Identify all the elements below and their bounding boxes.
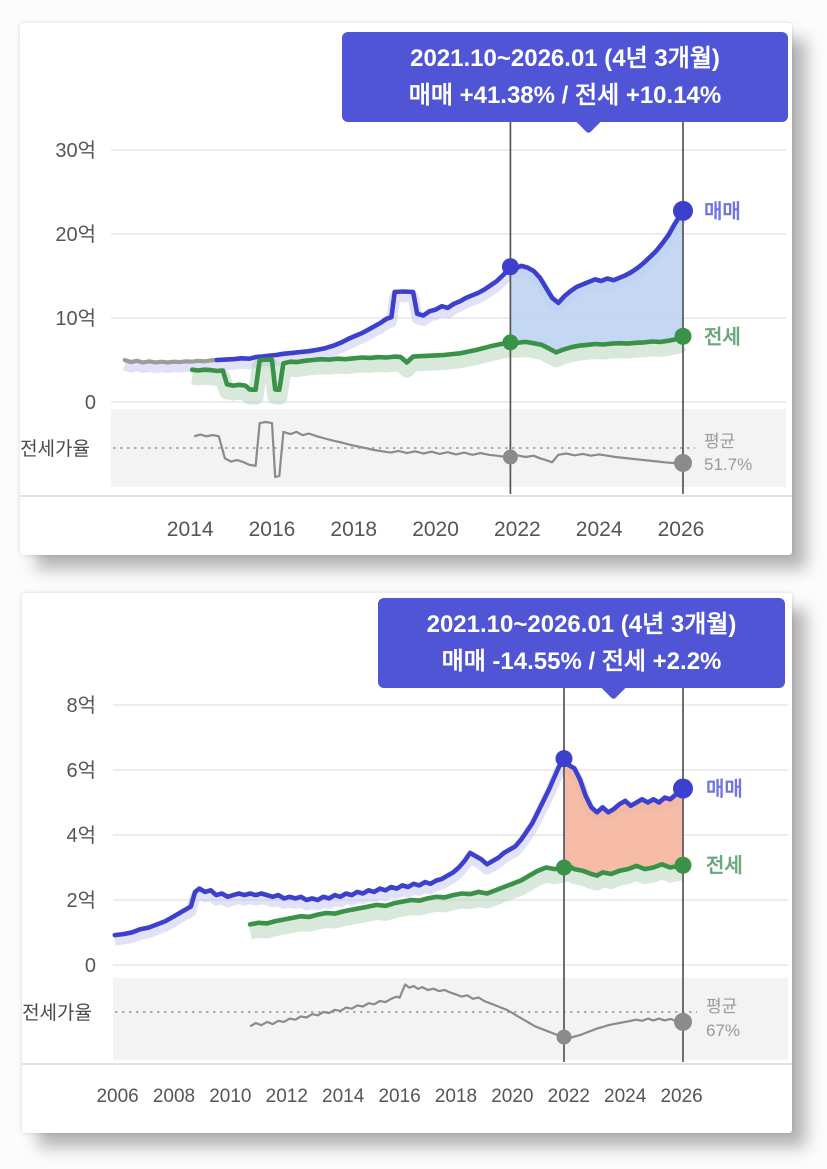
jeonse-series-label: 전세 xyxy=(706,854,743,877)
y-tick-label: 10억 xyxy=(55,307,96,330)
ratio-marker-start xyxy=(502,449,518,465)
y-tick-label: 0 xyxy=(85,955,96,977)
x-tick-label: 2010 xyxy=(209,1086,251,1107)
ratio-line xyxy=(193,420,683,479)
y-tick-label: 30억 xyxy=(55,139,96,162)
sale-marker-start xyxy=(501,258,519,276)
jeonse-soft-band xyxy=(190,335,687,405)
x-tick-label: 2020 xyxy=(412,518,459,541)
x-tick-label: 2026 xyxy=(660,1086,702,1107)
tooltip-period: 2021.10~2026.01 (4년 3개월) xyxy=(410,45,720,72)
x-tick-label: 2014 xyxy=(322,1086,365,1107)
sale-marker-end xyxy=(673,778,693,799)
x-tick-label: 2018 xyxy=(330,518,377,541)
sale-marker-end xyxy=(673,200,693,221)
x-tick-label: 2026 xyxy=(658,518,705,541)
y-tick-label: 2억 xyxy=(66,889,96,912)
ratio-line xyxy=(249,983,684,1040)
y-tick-label: 8억 xyxy=(66,694,96,717)
y-tick-label: 20억 xyxy=(55,223,96,246)
ratio-marker-end xyxy=(674,1012,692,1031)
y-tick-label: 4억 xyxy=(66,824,96,847)
x-tick-label: 2022 xyxy=(494,518,541,541)
sale-series-label: 매매 xyxy=(704,200,741,223)
ratio-average-value: 51.7% xyxy=(704,455,752,474)
selection-fill xyxy=(564,758,683,876)
y-tick-label: 0 xyxy=(85,392,96,414)
ratio-marker-end xyxy=(674,453,692,472)
price-chart-card-1: 2021.10~2026.01 (4년 3개월) 매매 +41.38% / 전세… xyxy=(20,23,792,555)
selection-tooltip-1: 2021.10~2026.01 (4년 3개월) 매매 +41.38% / 전세… xyxy=(342,32,788,134)
x-tick-label: 2018 xyxy=(435,1086,477,1107)
jeonse-marker-start xyxy=(555,859,572,876)
x-tick-label: 2024 xyxy=(576,518,623,541)
x-tick-label: 2014 xyxy=(167,518,214,541)
sale-series-label: 매매 xyxy=(706,778,743,801)
sale-marker-start xyxy=(555,750,573,768)
tooltip-change: 매매 -14.55% / 전세 +2.2% xyxy=(441,648,722,675)
price-chart-card-2: 2021.10~2026.01 (4년 3개월) 매매 -14.55% / 전세… xyxy=(22,593,792,1133)
ratio-average-value: 67% xyxy=(706,1021,740,1040)
ratio-average-label: 평균 xyxy=(704,432,735,451)
jeonse-line xyxy=(189,334,686,393)
ratio-axis-label: 전세가율 xyxy=(22,1002,92,1024)
tooltip-change: 매매 +41.38% / 전세 +10.14% xyxy=(408,82,722,109)
jeonse-marker-end xyxy=(674,327,692,345)
selection-tooltip-2: 2021.10~2026.01 (4년 3개월) 매매 -14.55% / 전세… xyxy=(378,598,785,700)
x-tick-label: 2022 xyxy=(548,1086,590,1107)
sale-line-gray xyxy=(122,357,219,365)
x-tick-label: 2012 xyxy=(266,1086,308,1107)
x-tick-label: 2016 xyxy=(378,1086,420,1107)
ratio-average-label: 평균 xyxy=(706,997,737,1016)
price-chart-canvas-1[interactable]: 30억 20억 10억 0 2014 2016 2018 2020 2022 2024 2026 매매… xyxy=(20,23,792,555)
x-tick-label: 2016 xyxy=(249,518,296,541)
y-tick-label: 6억 xyxy=(66,759,96,782)
tooltip-period: 2021.10~2026.01 (4년 3개월) xyxy=(426,611,737,638)
jeonse-series-label: 전세 xyxy=(704,325,741,348)
x-tick-label: 2024 xyxy=(604,1086,647,1107)
sale-line xyxy=(112,756,686,938)
jeonse-marker-start xyxy=(502,334,519,351)
ratio-axis-label: 전세가율 xyxy=(20,438,90,460)
x-tick-label: 2008 xyxy=(153,1086,195,1107)
x-tick-label: 2020 xyxy=(491,1086,533,1107)
price-chart-canvas-2[interactable]: 8억 6억 4억 2억 0 2006 2008 2010 2012 2014 2016 2018 202… xyxy=(22,593,792,1133)
sale-line xyxy=(214,208,686,363)
jeonse-marker-end xyxy=(674,856,692,874)
x-tick-label: 2006 xyxy=(96,1086,138,1107)
jeonse-line xyxy=(247,862,686,927)
jeonse-soft-band xyxy=(248,863,687,940)
ratio-marker-start xyxy=(556,1029,572,1045)
